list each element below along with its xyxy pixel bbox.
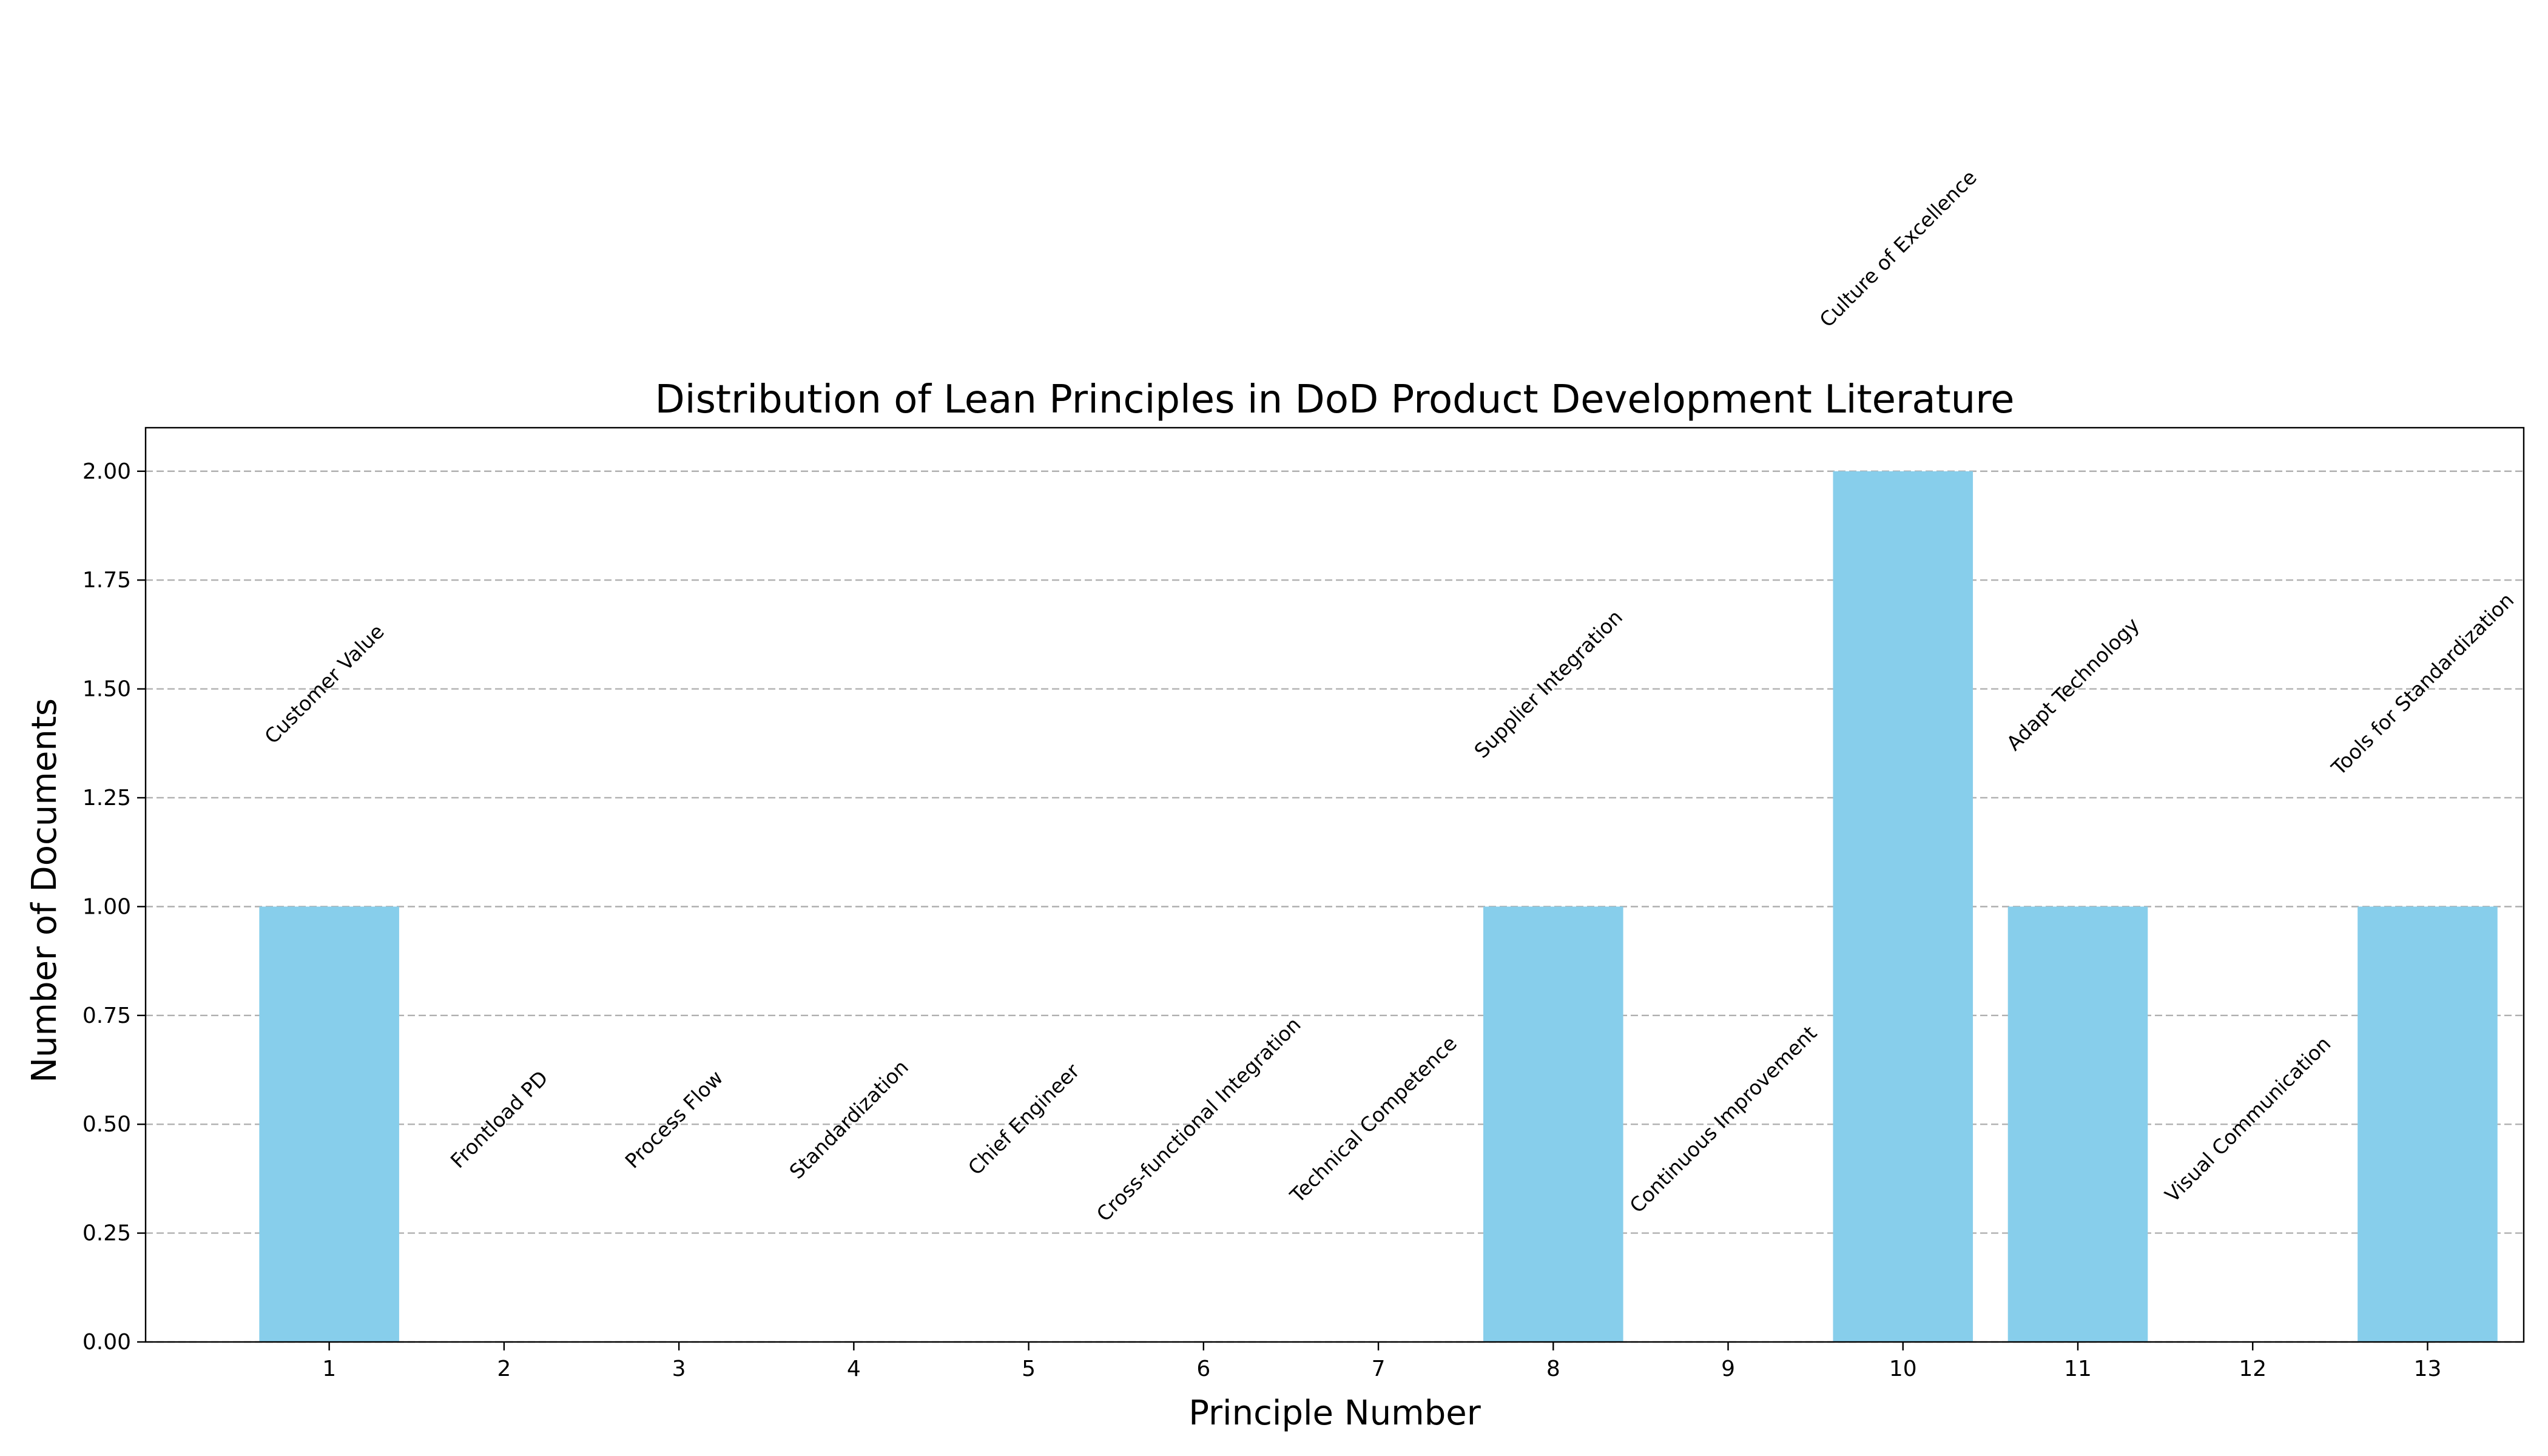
bars [259,471,2498,1342]
plot-frame [144,426,2525,1343]
x-tick-label: 9 [1721,1357,1735,1381]
bar-principle-11 [2007,906,2148,1342]
bar-principle-1 [259,906,399,1342]
x-tick-label: 8 [1546,1357,1560,1381]
y-tick-label: 2.00 [83,459,131,484]
x-tick-label: 1 [322,1357,336,1381]
x-tick-label: 3 [672,1357,686,1381]
y-tick-label: 1.75 [83,568,131,593]
x-tick-label: 7 [1372,1357,1386,1381]
x-tick-label: 2 [497,1357,511,1381]
y-tick-label: 0.50 [83,1112,131,1137]
x-tick-label: 6 [1196,1357,1210,1381]
x-tick-label: 12 [2239,1357,2267,1381]
axes: 0.000.250.500.751.001.251.501.752.001 2 3 4… [83,426,2525,1381]
bar-principle-13 [2358,906,2498,1342]
bar-principle-8 [1483,906,1623,1342]
x-tick-label: 4 [847,1357,861,1381]
y-tick-label: 0.25 [83,1221,131,1246]
y-tick-label: 0.00 [83,1330,131,1355]
x-tick-label: 13 [2414,1357,2442,1381]
bar-principle-10 [1833,471,1973,1342]
y-tick-label: 1.50 [83,677,131,702]
x-tick-label: 5 [1022,1357,1036,1381]
y-tick-label: 1.25 [83,786,131,811]
y-axis-title: Number of Documents [25,698,64,1083]
x-tick-label: 10 [1889,1357,1917,1381]
y-tick-label: 1.00 [83,894,131,919]
x-tick-label: 11 [2064,1357,2092,1381]
y-tick-label: 0.75 [83,1003,131,1028]
chart-title: Distribution of Lean Principles in DoD P… [655,377,2015,422]
x-axis-title: Principle Number [1188,1394,1481,1433]
